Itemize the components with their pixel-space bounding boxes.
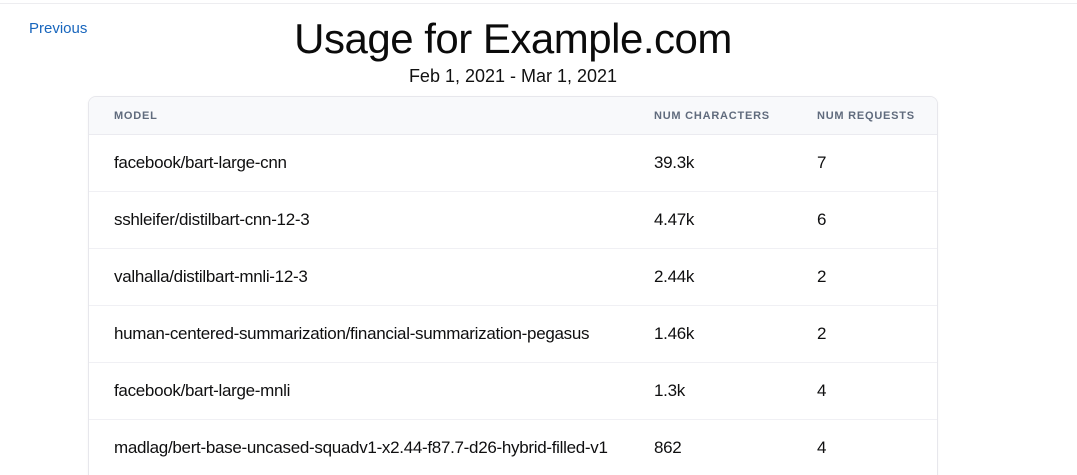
table-row: sshleifer/distilbart-cnn-12-3 4.47k 6 [89, 192, 937, 249]
column-header-num-requests: NUM REQUESTS [817, 109, 915, 122]
num-characters-cell: 4.47k [654, 210, 695, 229]
model-name-cell: valhalla/distilbart-mnli-12-3 [114, 267, 308, 286]
table-row: facebook/bart-large-cnn 39.3k 7 [89, 135, 937, 192]
model-name-cell: madlag/bert-base-uncased-squadv1-x2.44-f… [114, 438, 608, 457]
num-characters-cell: 862 [654, 438, 682, 457]
num-characters-cell: 2.44k [654, 267, 695, 286]
model-name-cell: human-centered-summarization/financial-s… [114, 324, 590, 343]
table-row: valhalla/distilbart-mnli-12-3 2.44k 2 [89, 249, 937, 306]
column-header-num-characters: NUM CHARACTERS [654, 109, 770, 122]
date-range: Feb 1, 2021 - Mar 1, 2021 [408, 66, 618, 87]
table-row: facebook/bart-large-mnli 1.3k 4 [89, 363, 937, 420]
num-characters-cell: 1.3k [654, 381, 685, 400]
table-row: madlag/bert-base-uncased-squadv1-x2.44-f… [89, 420, 937, 475]
num-requests-cell: 4 [817, 381, 827, 400]
model-name-cell: sshleifer/distilbart-cnn-12-3 [114, 210, 310, 229]
num-requests-cell: 2 [817, 267, 827, 286]
num-requests-cell: 2 [817, 324, 827, 343]
num-requests-cell: 6 [817, 210, 827, 229]
num-requests-cell: 4 [817, 438, 827, 457]
page-header: Usage for Example.com Feb 1, 2021 - Mar … [88, 14, 938, 87]
usage-table-card: MODEL NUM CHARACTERS NUM REQUESTS facebo… [88, 96, 938, 475]
model-name-cell: facebook/bart-large-mnli [114, 381, 291, 400]
num-characters-cell: 1.46k [654, 324, 695, 343]
column-header-model: MODEL [114, 109, 158, 122]
table-header-row: MODEL NUM CHARACTERS NUM REQUESTS [89, 97, 937, 135]
num-characters-cell: 39.3k [654, 153, 695, 172]
page-title: Usage for Example.com [294, 15, 732, 62]
table-row: human-centered-summarization/financial-s… [89, 306, 937, 363]
previous-link[interactable]: Previous [29, 20, 88, 37]
model-name-cell: facebook/bart-large-cnn [114, 153, 287, 172]
top-divider [0, 3, 1077, 4]
num-requests-cell: 7 [817, 153, 827, 172]
